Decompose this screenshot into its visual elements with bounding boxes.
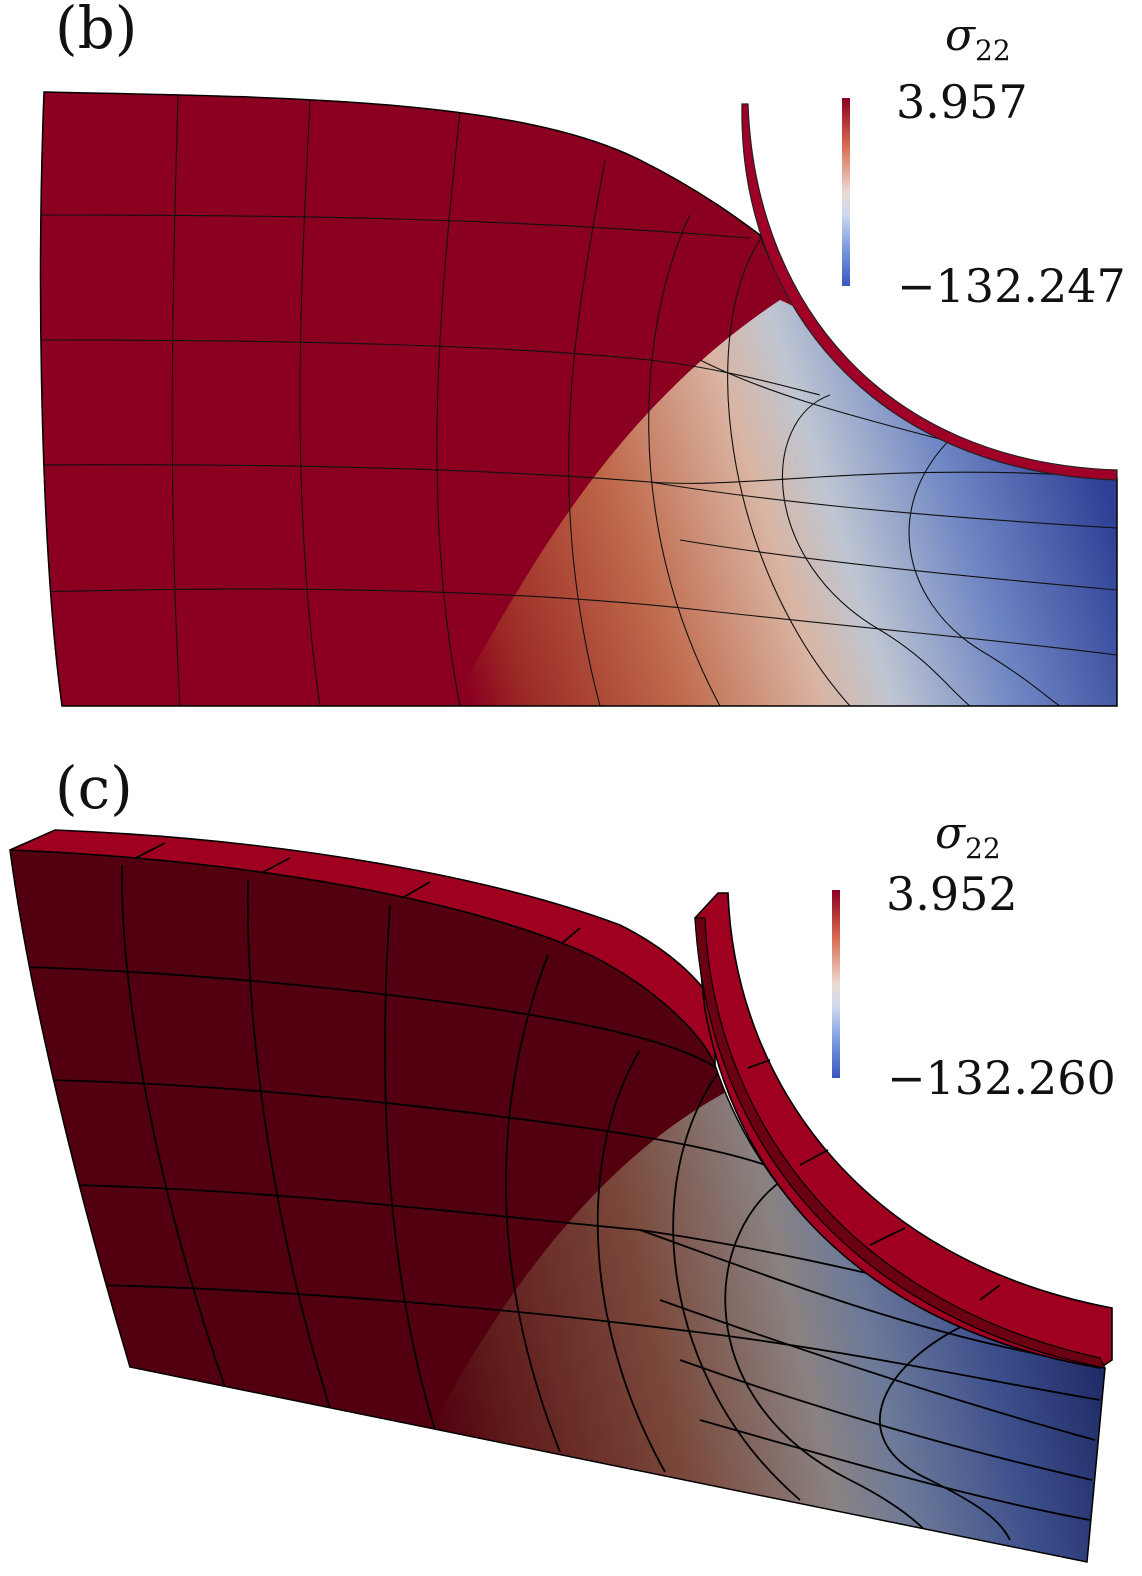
panel-b-colorbar-scale	[842, 98, 850, 286]
panel-c-colorbar-min: −132.260	[887, 1051, 1116, 1105]
panel-b-colorbar: σ22 3.957 −132.247	[842, 10, 1126, 313]
panel-b-colorbar-max: 3.957	[896, 75, 1028, 129]
panel-b-mesh	[40, 95, 1118, 706]
panel-c-label: (c)	[55, 754, 133, 822]
panel-b-stress-field	[450, 300, 1117, 706]
panel-c-colorbar-max: 3.952	[886, 867, 1018, 921]
panel-b-indenter	[741, 103, 1118, 481]
panel-c-colorbar: σ22 3.952 −132.260	[832, 808, 1116, 1105]
panel-c-outline	[9, 849, 1106, 1563]
panel-c-colorbar-title: σ22	[935, 808, 1001, 865]
panel-b-colorbar-title: σ22	[945, 10, 1011, 67]
panel-c-colorbar-scale	[832, 890, 840, 1078]
panel-c-indenter	[694, 892, 1113, 1369]
panel-b: (b)	[39, 0, 1126, 707]
panel-c: (c)	[9, 754, 1116, 1563]
panel-b-colorbar-min: −132.247	[897, 259, 1126, 313]
panel-b-label: (b)	[55, 0, 137, 62]
panel-c-mesh	[27, 864, 1101, 1541]
panel-b-body	[39, 91, 1118, 707]
panel-c-body	[9, 849, 1106, 1563]
